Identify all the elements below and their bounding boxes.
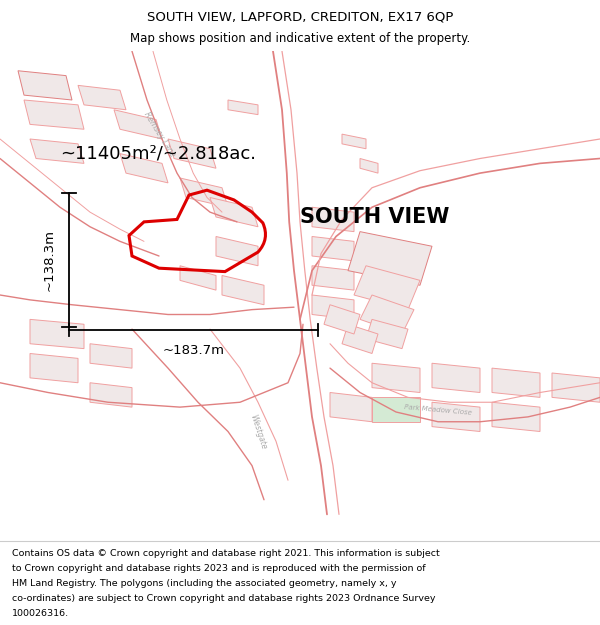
Polygon shape (366, 319, 408, 349)
Polygon shape (492, 402, 540, 431)
Text: 100026316.: 100026316. (12, 609, 69, 619)
Text: ~183.7m: ~183.7m (163, 344, 224, 357)
Polygon shape (342, 134, 366, 149)
Polygon shape (312, 208, 354, 232)
Polygon shape (348, 232, 432, 285)
Polygon shape (24, 100, 84, 129)
Text: ~11405m²/~2.818ac.: ~11405m²/~2.818ac. (60, 144, 256, 162)
Polygon shape (30, 354, 78, 382)
Polygon shape (90, 382, 132, 407)
Text: HM Land Registry. The polygons (including the associated geometry, namely x, y: HM Land Registry. The polygons (includin… (12, 579, 397, 588)
Polygon shape (342, 324, 378, 354)
Polygon shape (114, 110, 162, 139)
Polygon shape (372, 398, 420, 422)
Text: Remsey Lane: Remsey Lane (142, 110, 176, 158)
Polygon shape (222, 276, 264, 305)
Text: Park Meadow Close: Park Meadow Close (404, 404, 472, 416)
Polygon shape (312, 236, 354, 261)
Text: to Crown copyright and database rights 2023 and is reproduced with the permissio: to Crown copyright and database rights 2… (12, 564, 425, 573)
Text: Westgate: Westgate (248, 412, 268, 450)
Polygon shape (30, 319, 84, 349)
Polygon shape (168, 139, 216, 168)
Polygon shape (360, 159, 378, 173)
Polygon shape (228, 100, 258, 114)
Text: Contains OS data © Crown copyright and database right 2021. This information is : Contains OS data © Crown copyright and d… (12, 549, 440, 558)
Polygon shape (30, 139, 84, 163)
Polygon shape (432, 402, 480, 431)
Polygon shape (90, 344, 132, 368)
Polygon shape (432, 363, 480, 392)
Polygon shape (330, 392, 372, 422)
Text: co-ordinates) are subject to Crown copyright and database rights 2023 Ordnance S: co-ordinates) are subject to Crown copyr… (12, 594, 436, 603)
Polygon shape (18, 71, 72, 100)
Polygon shape (354, 266, 420, 309)
Polygon shape (360, 295, 414, 334)
Polygon shape (120, 154, 168, 183)
Polygon shape (312, 295, 354, 319)
Polygon shape (324, 305, 360, 334)
Polygon shape (552, 373, 600, 402)
Polygon shape (372, 363, 420, 392)
Polygon shape (210, 198, 258, 227)
Text: Map shows position and indicative extent of the property.: Map shows position and indicative extent… (130, 32, 470, 45)
Polygon shape (78, 86, 126, 110)
Text: ~138.3m: ~138.3m (43, 229, 56, 291)
Text: SOUTH VIEW, LAPFORD, CREDITON, EX17 6QP: SOUTH VIEW, LAPFORD, CREDITON, EX17 6QP (147, 10, 453, 23)
Polygon shape (492, 368, 540, 398)
Polygon shape (216, 236, 258, 266)
Text: SOUTH VIEW: SOUTH VIEW (300, 207, 449, 227)
Polygon shape (312, 266, 354, 290)
Polygon shape (180, 266, 216, 290)
Polygon shape (180, 178, 228, 208)
